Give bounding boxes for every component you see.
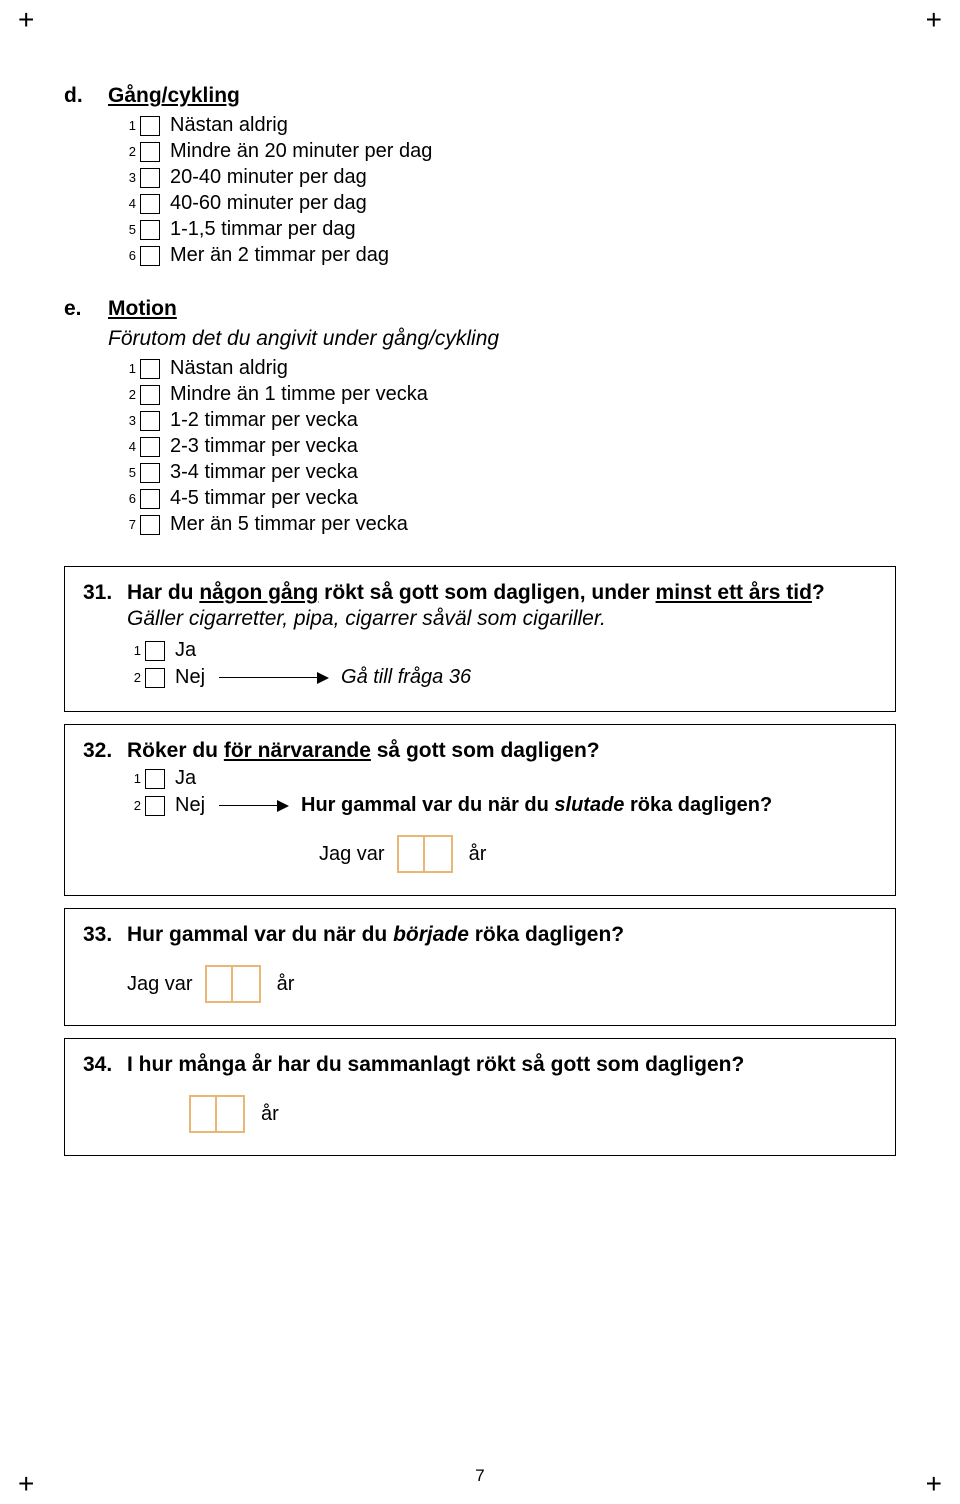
checkbox[interactable] bbox=[140, 385, 160, 405]
option-number: 3 bbox=[122, 170, 136, 185]
section-e-title: Motion bbox=[108, 297, 177, 321]
q31-option-nej: 2 Nej Gå till fråga 36 bbox=[127, 666, 877, 689]
option-row: 5 3-4 timmar per vecka bbox=[122, 461, 896, 484]
checkbox[interactable] bbox=[140, 194, 160, 214]
q33-age-input-row: Jag var år bbox=[127, 965, 877, 1003]
q32-age-input-row: Jag var år bbox=[319, 835, 877, 873]
q31-text: Har du någon gång rökt så gott som dagli… bbox=[127, 581, 877, 605]
option-label: 20-40 minuter per dag bbox=[170, 166, 367, 189]
checkbox[interactable] bbox=[140, 142, 160, 162]
option-label: 3-4 timmar per vecka bbox=[170, 461, 358, 484]
option-number: 1 bbox=[122, 361, 136, 376]
arrow-right-icon bbox=[219, 800, 289, 812]
checkbox[interactable] bbox=[140, 168, 160, 188]
q31-number: 31. bbox=[83, 581, 127, 605]
option-row: 4 40-60 minuter per dag bbox=[122, 192, 896, 215]
option-number: 7 bbox=[122, 517, 136, 532]
section-d-options: 1 Nästan aldrig 2 Mindre än 20 minuter per … bbox=[122, 114, 896, 267]
age-input[interactable] bbox=[205, 965, 261, 1003]
checkbox[interactable] bbox=[140, 246, 160, 266]
option-label: 4-5 timmar per vecka bbox=[170, 487, 358, 510]
option-label: Mer än 5 timmar per vecka bbox=[170, 513, 408, 536]
page-number: 7 bbox=[0, 1466, 960, 1486]
checkbox[interactable] bbox=[145, 668, 165, 688]
checkbox[interactable] bbox=[140, 116, 160, 136]
q34-number: 34. bbox=[83, 1053, 127, 1077]
q32-option-nej: 2 Nej Hur gammal var du när du slutade r… bbox=[127, 794, 877, 817]
option-label: Mindre än 1 timme per vecka bbox=[170, 383, 428, 406]
option-row: 6 Mer än 2 timmar per dag bbox=[122, 244, 896, 267]
option-row: 2 Mindre än 20 minuter per dag bbox=[122, 140, 896, 163]
crop-mark-icon: + bbox=[18, 6, 34, 34]
option-label: Nästan aldrig bbox=[170, 114, 288, 137]
q33-text: Hur gammal var du när du började röka da… bbox=[127, 923, 877, 947]
checkbox[interactable] bbox=[145, 769, 165, 789]
option-number: 6 bbox=[122, 491, 136, 506]
section-e-subtitle: Förutom det du angivit under gång/cyklin… bbox=[108, 327, 896, 351]
option-number: 2 bbox=[122, 387, 136, 402]
option-row: 3 1-2 timmar per vecka bbox=[122, 409, 896, 432]
checkbox[interactable] bbox=[140, 220, 160, 240]
q31-option-ja: 1 Ja bbox=[127, 639, 877, 662]
option-row: 5 1-1,5 timmar per dag bbox=[122, 218, 896, 241]
option-label: 1-2 timmar per vecka bbox=[170, 409, 358, 432]
option-row: 1 Nästan aldrig bbox=[122, 357, 896, 380]
section-d: d. Gång/cykling 1 Nästan aldrig 2 Mindre än… bbox=[64, 84, 896, 267]
question-32: 32. Röker du för närvarande så gott som … bbox=[64, 724, 896, 896]
q34-text: I hur många år har du sammanlagt rökt så… bbox=[127, 1053, 877, 1077]
question-34: 34. I hur många år har du sammanlagt rök… bbox=[64, 1038, 896, 1156]
section-e: e. Motion Förutom det du angivit under g… bbox=[64, 297, 896, 536]
option-number: 4 bbox=[122, 196, 136, 211]
section-e-options: 1 Nästan aldrig 2 Mindre än 1 timme per vec… bbox=[122, 357, 896, 536]
checkbox[interactable] bbox=[140, 359, 160, 379]
page-content: d. Gång/cykling 1 Nästan aldrig 2 Mindre än… bbox=[0, 0, 960, 1226]
section-d-letter: d. bbox=[64, 84, 108, 108]
option-row: 1 Nästan aldrig bbox=[122, 114, 896, 137]
checkbox[interactable] bbox=[140, 489, 160, 509]
checkbox[interactable] bbox=[145, 796, 165, 816]
option-number: 3 bbox=[122, 413, 136, 428]
years-input[interactable] bbox=[189, 1095, 245, 1133]
q32-option-ja: 1 Ja bbox=[127, 767, 877, 790]
checkbox[interactable] bbox=[145, 641, 165, 661]
q32-text: Röker du för närvarande så gott som dagl… bbox=[127, 739, 877, 763]
arrow-right-icon bbox=[219, 672, 329, 684]
option-number: 4 bbox=[122, 439, 136, 454]
checkbox[interactable] bbox=[140, 411, 160, 431]
option-number: 5 bbox=[122, 465, 136, 480]
q32-followup: Hur gammal var du när du slutade röka da… bbox=[301, 794, 772, 817]
option-row: 3 20-40 minuter per dag bbox=[122, 166, 896, 189]
age-input[interactable] bbox=[397, 835, 453, 873]
option-label: Mindre än 20 minuter per dag bbox=[170, 140, 432, 163]
q31-sub: Gäller cigarretter, pipa, cigarrer såväl… bbox=[127, 607, 877, 631]
option-label: Mer än 2 timmar per dag bbox=[170, 244, 389, 267]
option-label: 40-60 minuter per dag bbox=[170, 192, 367, 215]
q33-number: 33. bbox=[83, 923, 127, 947]
question-33: 33. Hur gammal var du när du började rök… bbox=[64, 908, 896, 1026]
checkbox[interactable] bbox=[140, 463, 160, 483]
q31-goto: Gå till fråga 36 bbox=[341, 666, 471, 689]
section-e-letter: e. bbox=[64, 297, 108, 321]
option-label: Nästan aldrig bbox=[170, 357, 288, 380]
option-label: 1-1,5 timmar per dag bbox=[170, 218, 356, 241]
checkbox[interactable] bbox=[140, 515, 160, 535]
option-row: 6 4-5 timmar per vecka bbox=[122, 487, 896, 510]
q34-years-input-row: år bbox=[189, 1095, 877, 1133]
option-number: 2 bbox=[122, 144, 136, 159]
section-d-title: Gång/cykling bbox=[108, 84, 240, 108]
option-number: 6 bbox=[122, 248, 136, 263]
option-row: 4 2-3 timmar per vecka bbox=[122, 435, 896, 458]
option-row: 7 Mer än 5 timmar per vecka bbox=[122, 513, 896, 536]
option-number: 1 bbox=[122, 118, 136, 133]
option-row: 2 Mindre än 1 timme per vecka bbox=[122, 383, 896, 406]
checkbox[interactable] bbox=[140, 437, 160, 457]
option-number: 5 bbox=[122, 222, 136, 237]
option-label: 2-3 timmar per vecka bbox=[170, 435, 358, 458]
q32-number: 32. bbox=[83, 739, 127, 763]
question-31: 31. Har du någon gång rökt så gott som d… bbox=[64, 566, 896, 712]
crop-mark-icon: + bbox=[926, 6, 942, 34]
